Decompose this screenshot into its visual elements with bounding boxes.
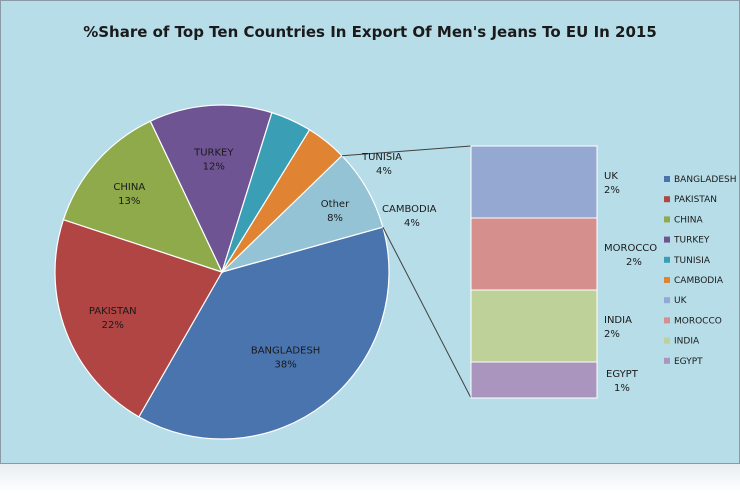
legend-swatch-tunisia (664, 256, 670, 263)
chart-title: %Share of Top Ten Countries In Export Of… (83, 23, 657, 41)
slice-value-other: 8% (327, 213, 343, 224)
legend-swatch-egypt (664, 357, 670, 364)
legend-swatch-morocco (664, 317, 670, 324)
pie-slice-bangladesh (138, 226, 390, 440)
slice-label-bangladesh: BANGLADESH (251, 346, 320, 357)
slice-label-china: CHINA (113, 182, 145, 193)
legend-label-bangladesh: BANGLADESH (674, 175, 737, 185)
bar-value-egypt: 1% (614, 383, 630, 394)
bar-segment-uk (470, 145, 598, 219)
slice-value-china: 13% (118, 196, 140, 207)
legend-swatch-bangladesh (664, 176, 670, 182)
bar-value-morocco: 2% (626, 257, 642, 268)
data-labels: BANGLADESH 38% PAKISTAN 22% CHINA 13% TURKEY 12… (89, 147, 657, 394)
slice-label-cambodia: CAMBODIA (382, 204, 437, 215)
bar-segment-morocco (470, 217, 598, 291)
slice-label-turkey: TURKEY (193, 147, 234, 158)
legend-label-turkey: TURKEY (673, 236, 710, 246)
bar-value-india: 2% (604, 329, 620, 340)
connector-line-bottom (382, 226, 472, 399)
legend-label-egypt: EGYPT (674, 357, 703, 367)
slice-value-pakistan: 22% (102, 320, 124, 331)
pie-slice-china (62, 120, 224, 274)
legend-swatch-uk (664, 297, 670, 304)
slice-label-other: Other (321, 199, 350, 210)
pie-chart: %Share of Top Ten Countries In Export Of… (54, 23, 737, 440)
legend-swatch-turkey (664, 236, 670, 243)
bar-label-uk: UK (604, 171, 618, 182)
legend-label-morocco: MOROCCO (674, 316, 722, 326)
bar-label-india: INDIA (604, 315, 632, 326)
bar-segment-egypt (470, 361, 598, 399)
slice-label-tunisia: TUNISIA (361, 152, 402, 163)
legend-label-cambodia: CAMBODIA (674, 276, 724, 286)
legend-label-india: INDIA (674, 337, 700, 347)
slice-value-bangladesh: 38% (274, 360, 296, 371)
legend-label-tunisia: TUNISIA (673, 256, 711, 266)
bottom-strip (0, 464, 740, 493)
bar-value-uk: 2% (604, 185, 620, 196)
other-breakdown-bar (470, 145, 598, 399)
pie-slice-turkey (149, 104, 273, 274)
connector-line-top (341, 145, 472, 157)
legend-swatch-cambodia (664, 277, 670, 283)
connector-lines (341, 145, 472, 399)
bar-label-egypt: EGYPT (606, 369, 639, 380)
legend: BANGLADESH PAKISTAN CHINA TURKEY TUNISIA CAMB… (664, 175, 737, 367)
slice-label-pakistan: PAKISTAN (89, 306, 137, 317)
slice-value-turkey: 12% (203, 161, 225, 172)
legend-swatch-pakistan (664, 196, 670, 203)
legend-label-pakistan: PAKISTAN (674, 195, 717, 205)
legend-label-china: CHINA (674, 215, 703, 225)
pie-slice-pakistan (54, 218, 223, 418)
legend-label-uk: UK (674, 296, 688, 306)
bar-segment-india (470, 289, 598, 363)
legend-swatch-india (664, 337, 670, 344)
slice-value-tunisia: 4% (376, 166, 392, 177)
pie-slices (54, 104, 390, 440)
slice-value-cambodia: 4% (404, 218, 420, 229)
legend-swatch-china (664, 216, 670, 223)
bar-label-morocco: MOROCCO (604, 243, 657, 254)
